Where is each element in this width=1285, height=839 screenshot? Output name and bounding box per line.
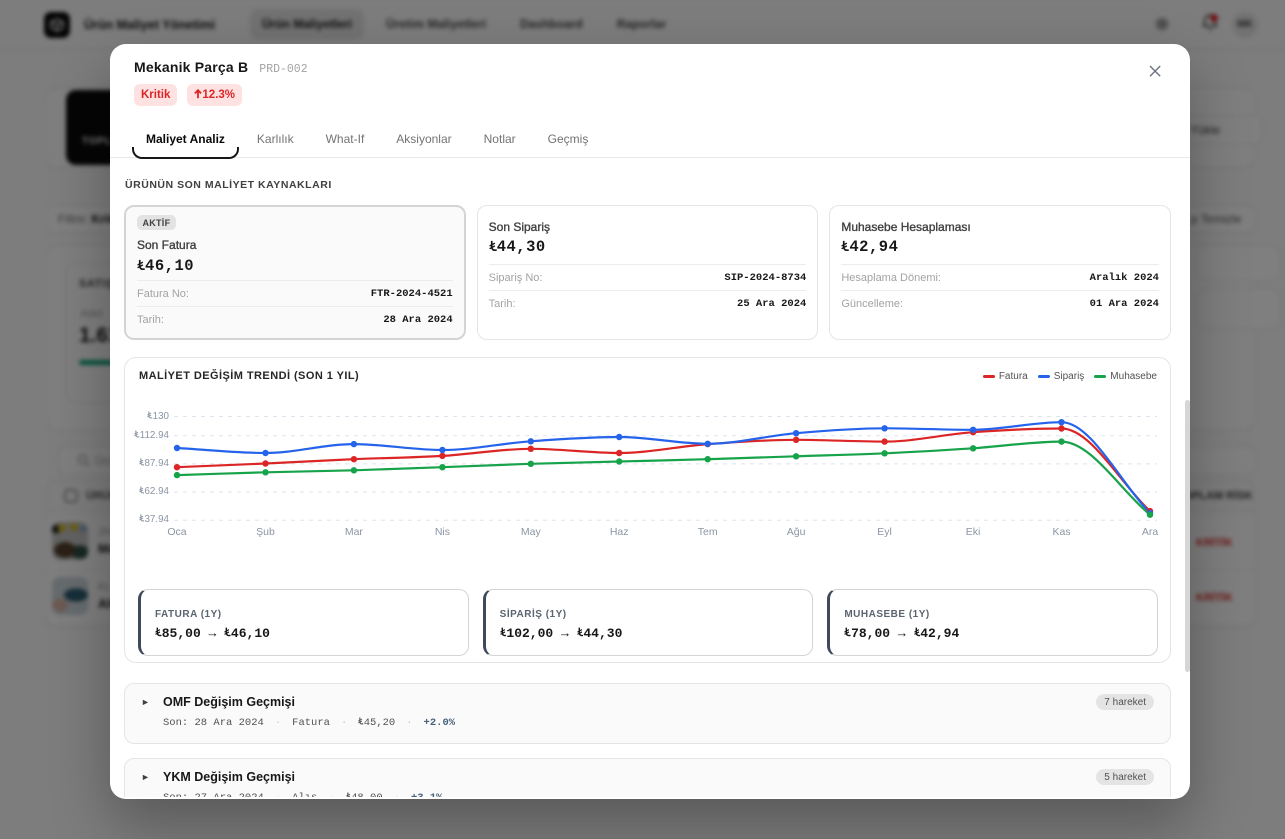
svg-text:Ağu: Ağu — [787, 526, 806, 538]
svg-text:Eyl: Eyl — [877, 526, 892, 538]
svg-text:Oca: Oca — [167, 526, 186, 538]
svg-text:Ara: Ara — [1142, 526, 1159, 538]
svg-text:Tem: Tem — [698, 526, 718, 538]
svg-text:Eki: Eki — [966, 526, 981, 538]
svg-text:Nis: Nis — [435, 526, 450, 538]
svg-text:Mar: Mar — [345, 526, 364, 538]
svg-text:Kas: Kas — [1052, 526, 1070, 538]
svg-text:May: May — [521, 526, 542, 538]
svg-text:Haz: Haz — [610, 526, 629, 538]
svg-text:Şub: Şub — [256, 526, 275, 538]
